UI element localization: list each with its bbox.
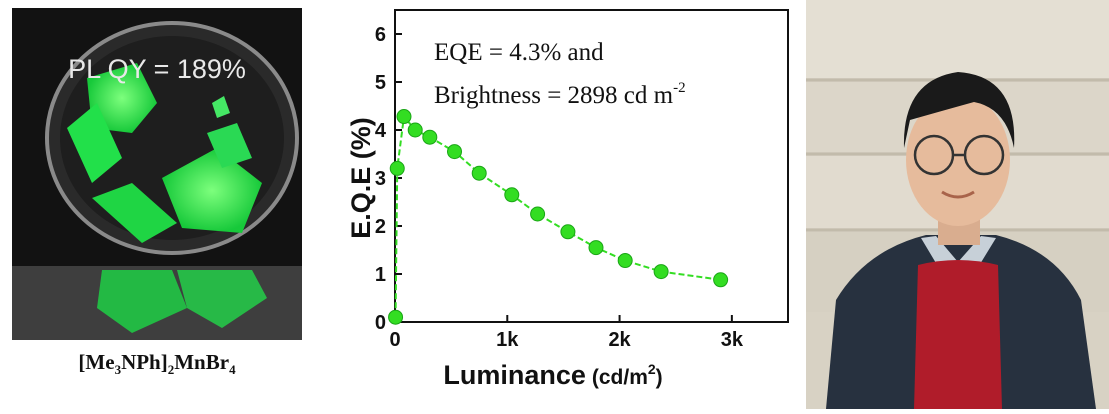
y-tick-label: 2	[375, 216, 386, 238]
portrait-illustration	[806, 0, 1109, 409]
eqe-data-point	[588, 240, 604, 256]
portrait-photo	[806, 0, 1109, 409]
eqe-chart: 0 1k 2k 3k 0 1 2 3 4 5 6 EQE = 4.3% and Brightness…	[310, 0, 802, 409]
eqe-data-point	[447, 144, 463, 160]
eqe-chart-svg: 0 1k 2k 3k 0 1 2 3 4 5 6 EQE = 4.3% and Brightness…	[346, 9, 789, 390]
eqe-data-point	[407, 122, 423, 138]
eqe-data-point	[530, 206, 546, 222]
eqe-data-point	[471, 165, 487, 181]
y-tick-label: 1	[375, 264, 386, 286]
x-tick-label: 2k	[608, 329, 631, 351]
annotation-eqe: EQE = 4.3% and	[434, 39, 604, 66]
eqe-data-point	[388, 309, 404, 325]
y-tick-label: 3	[375, 168, 386, 190]
x-tick-label: 1k	[496, 329, 519, 351]
y-axis-label: E.Q.E (%)	[346, 117, 376, 239]
x-tick-label: 3k	[721, 329, 744, 351]
pl-qy-label: PL QY = 189%	[68, 54, 246, 84]
eqe-data-point	[653, 264, 669, 280]
eqe-data-point	[422, 129, 438, 145]
eqe-data-point	[713, 272, 729, 288]
eqe-data-point	[389, 160, 405, 176]
eqe-data-point	[504, 187, 520, 203]
crystal-illustration	[12, 8, 302, 340]
crystal-photo: PL QY = 189%	[12, 8, 302, 340]
y-tick-label: 5	[375, 72, 386, 94]
eqe-data-point	[560, 224, 576, 240]
y-tick-label: 4	[375, 120, 387, 142]
eqe-series-line	[394, 114, 721, 318]
eqe-data-point	[617, 253, 633, 269]
x-axis-label: Luminance (cd/m2)	[443, 360, 662, 390]
eqe-data-point	[396, 109, 412, 125]
y-tick-label: 0	[375, 312, 386, 334]
y-tick-label: 6	[375, 24, 386, 46]
annotation-brightness: Brightness = 2898 cd m-2	[434, 80, 686, 109]
x-tick-label: 0	[389, 329, 400, 351]
compound-formula: [Me3NPh]2MnBr4	[78, 350, 236, 378]
